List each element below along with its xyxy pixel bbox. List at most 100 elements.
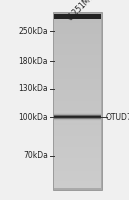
Text: 180kDa: 180kDa <box>18 56 48 66</box>
Bar <box>54 114 101 116</box>
Bar <box>54 20 101 23</box>
Bar <box>54 90 101 92</box>
Bar <box>53 12 102 190</box>
Bar <box>54 22 101 25</box>
Bar <box>54 112 101 113</box>
Bar <box>54 98 101 101</box>
Bar <box>54 155 101 158</box>
Bar <box>54 119 101 120</box>
Text: 250kDa: 250kDa <box>18 26 48 36</box>
Bar <box>54 75 101 77</box>
Bar <box>54 142 101 144</box>
Bar <box>54 81 101 84</box>
Bar <box>54 177 101 179</box>
Bar <box>54 121 101 122</box>
Bar <box>54 168 101 171</box>
Bar <box>54 44 101 47</box>
Bar <box>54 120 101 123</box>
Bar <box>54 51 101 53</box>
Bar <box>54 92 101 94</box>
Bar <box>54 120 101 121</box>
Bar <box>54 144 101 147</box>
Bar <box>54 125 101 127</box>
Bar <box>54 133 101 136</box>
Bar <box>54 101 101 103</box>
Bar <box>54 61 101 64</box>
Bar <box>54 64 101 66</box>
Bar <box>54 70 101 73</box>
Bar <box>54 48 101 51</box>
Bar <box>54 14 101 19</box>
Bar <box>54 109 101 112</box>
Bar <box>54 127 101 129</box>
Text: OTUD7A: OTUD7A <box>106 112 129 121</box>
Bar <box>54 175 101 177</box>
Bar <box>54 121 101 122</box>
Bar <box>54 116 101 118</box>
Bar <box>54 162 101 164</box>
Bar <box>54 164 101 166</box>
Bar <box>54 120 101 121</box>
Bar <box>54 16 101 18</box>
Bar <box>54 172 101 175</box>
Bar <box>54 170 101 173</box>
Bar <box>54 111 101 112</box>
Bar <box>54 85 101 88</box>
Bar <box>54 40 101 42</box>
Bar <box>54 135 101 138</box>
Bar <box>54 151 101 153</box>
Bar <box>54 183 101 186</box>
Bar <box>54 66 101 68</box>
Bar <box>54 115 101 116</box>
Bar <box>54 46 101 49</box>
Bar <box>54 38 101 40</box>
Text: U-251MG: U-251MG <box>65 0 96 23</box>
Bar <box>54 185 101 188</box>
Bar <box>54 18 101 21</box>
Bar <box>54 31 101 34</box>
Text: 100kDa: 100kDa <box>18 112 48 121</box>
Bar <box>54 148 101 151</box>
Bar <box>54 96 101 99</box>
Bar <box>54 118 101 121</box>
Bar <box>54 153 101 155</box>
Bar <box>54 181 101 184</box>
Bar <box>54 117 101 118</box>
Bar <box>54 179 101 181</box>
Bar <box>54 122 101 125</box>
Bar <box>54 117 101 118</box>
Bar <box>54 157 101 160</box>
Bar <box>54 114 101 115</box>
Bar <box>54 33 101 36</box>
Bar <box>54 94 101 97</box>
Bar <box>54 112 101 113</box>
Bar <box>54 166 101 168</box>
Bar <box>54 53 101 55</box>
Bar <box>54 111 101 114</box>
Bar <box>54 118 101 119</box>
Bar <box>54 24 101 27</box>
Bar <box>54 116 101 117</box>
Bar <box>54 103 101 105</box>
Bar <box>54 57 101 60</box>
Bar <box>54 113 101 114</box>
Bar <box>54 72 101 75</box>
Bar <box>54 118 101 119</box>
Bar <box>54 14 101 16</box>
Text: 70kDa: 70kDa <box>23 152 48 160</box>
Bar <box>54 131 101 134</box>
Bar <box>54 83 101 86</box>
Bar <box>54 115 101 116</box>
Bar <box>54 146 101 149</box>
Bar <box>54 35 101 38</box>
Bar <box>54 140 101 142</box>
Bar <box>54 129 101 131</box>
Text: 130kDa: 130kDa <box>18 84 48 93</box>
Bar <box>54 42 101 44</box>
Bar <box>54 59 101 62</box>
Bar <box>54 138 101 140</box>
Bar <box>54 79 101 81</box>
Bar <box>54 27 101 29</box>
Bar <box>54 114 101 115</box>
Bar <box>54 105 101 108</box>
